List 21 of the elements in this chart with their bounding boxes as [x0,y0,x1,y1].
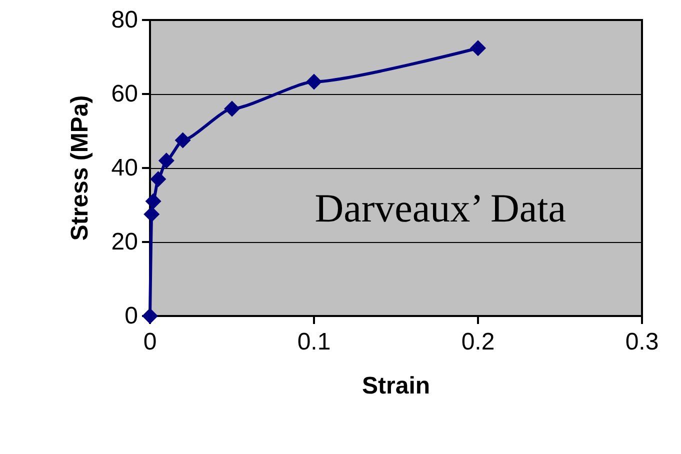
point [224,100,240,117]
point [470,40,486,56]
x-axis-title: Strain [362,372,430,400]
x-tick-label: 0.3 [625,328,659,356]
y-tick-label: 40 [111,154,138,182]
point [158,152,174,169]
point [145,193,162,210]
point [174,132,191,148]
y-tick-label: 0 [124,302,138,330]
x-tick-label: 0 [143,328,157,356]
x-tick-label: 0.2 [461,328,495,356]
annotation: Darveaux’ Data [314,186,566,230]
x-tick-label: 0.1 [297,328,331,356]
point [144,206,160,222]
y-tick-label: 20 [111,228,138,256]
point [306,74,322,90]
y-axis-title: Stress (MPa) [66,95,94,241]
point [150,171,166,188]
point [142,308,158,324]
y-tick-label: 80 [111,6,138,34]
y-tick-label: 60 [111,80,138,108]
